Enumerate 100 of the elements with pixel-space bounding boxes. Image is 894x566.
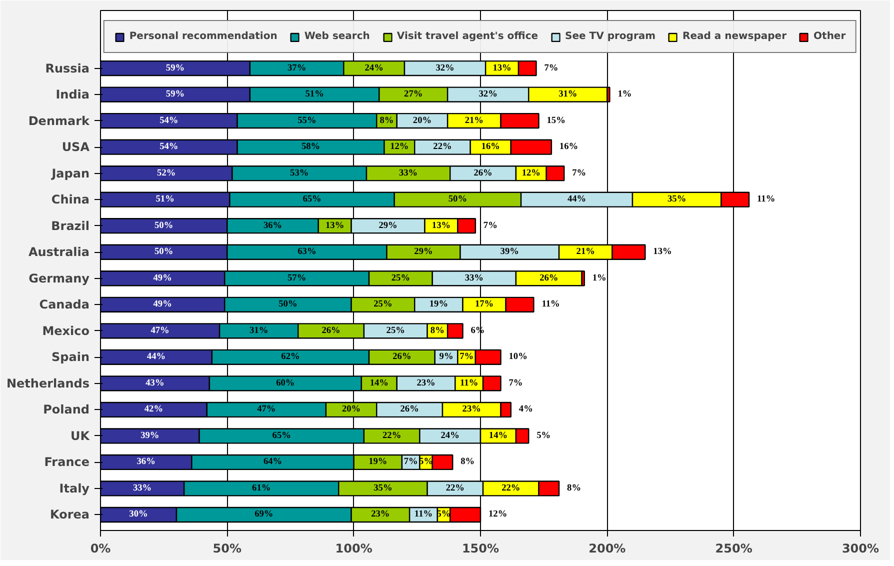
data-label: 36% [136, 457, 156, 468]
x-tick-label: 0% [90, 542, 111, 556]
y-tick-label: UK [70, 428, 90, 443]
data-label: 44% [146, 352, 166, 362]
y-tick-label: India [56, 88, 90, 102]
data-label: 14% [488, 430, 508, 441]
data-label: 50% [448, 194, 468, 205]
data-label: 1% [618, 90, 632, 100]
data-label: 49% [153, 273, 172, 284]
data-label: 29% [378, 220, 398, 231]
data-label: 32% [478, 90, 498, 100]
y-tick-label: China [51, 192, 90, 207]
legend-label: Visit travel agent's office [396, 31, 538, 42]
legend-label: Personal recommendation [129, 31, 278, 42]
data-label: 35% [374, 483, 392, 494]
data-label: 65% [272, 430, 291, 441]
data-label: 58% [301, 142, 320, 152]
data-label: 55% [298, 116, 316, 126]
data-label: 33% [132, 483, 152, 494]
data-label: 39% [140, 430, 160, 441]
data-label: 36% [263, 220, 282, 231]
data-label: 22% [502, 483, 520, 494]
data-label: 20% [412, 116, 432, 126]
data-label: 35% [668, 194, 686, 205]
legend-label: Web search [304, 31, 370, 42]
y-tick-label: Mexico [42, 324, 90, 338]
y-tick-label: Netherlands [6, 376, 90, 390]
data-label: 7% [544, 63, 558, 74]
data-label: 50% [278, 300, 298, 310]
legend-label: Read a newspaper [682, 31, 787, 42]
data-label: 23% [416, 378, 436, 388]
data-label: 33% [398, 168, 418, 178]
data-label: 13% [326, 220, 344, 231]
data-label: 11% [542, 300, 560, 310]
y-tick-label: Russia [45, 61, 90, 76]
data-label: 25% [391, 273, 410, 284]
data-label: 44% [567, 194, 586, 205]
data-label: 8% [380, 116, 394, 126]
data-label: 21% [576, 247, 595, 258]
data-label: 54% [160, 116, 178, 126]
data-label: 13% [653, 247, 672, 258]
data-label: 25% [374, 300, 392, 310]
data-label: 27% [404, 90, 423, 100]
data-label: 17% [474, 300, 494, 310]
data-label: 54% [160, 142, 178, 152]
data-label: 47% [150, 326, 170, 336]
data-label: 51% [305, 90, 324, 100]
y-tick-label: Spain [52, 350, 90, 364]
data-label: 52% [157, 168, 176, 178]
y-tick-label: France [44, 455, 90, 470]
data-label: 13% [492, 63, 512, 74]
data-label: 61% [252, 483, 271, 494]
data-label: 69% [254, 510, 274, 520]
data-label: 8% [567, 483, 582, 494]
data-label: 12% [522, 168, 540, 178]
data-label: 63% [298, 247, 316, 258]
data-label: 5% [536, 430, 551, 441]
data-label: 37% [288, 63, 306, 74]
data-label: 59% [166, 63, 185, 74]
data-label: 23% [462, 404, 481, 415]
data-label: 26% [400, 404, 419, 415]
data-label: 25% [386, 326, 405, 336]
y-tick-label: Australia [28, 245, 90, 260]
data-label: 26% [540, 273, 558, 284]
data-label: 9% [439, 352, 454, 362]
data-label: 16% [559, 142, 578, 152]
legend-label: See TV program [565, 31, 656, 42]
y-tick-label: Italy [59, 481, 90, 496]
data-label: 22% [433, 142, 452, 152]
data-label: 22% [446, 483, 464, 494]
y-tick-label: Canada [39, 298, 90, 312]
x-tick-label: 100% [335, 542, 372, 556]
data-label: 47% [257, 404, 276, 415]
data-label: 19% [429, 300, 448, 310]
data-label: 21% [464, 116, 484, 126]
data-label: 53% [290, 168, 309, 178]
y-tick-label: Germany [28, 271, 90, 286]
data-label: 24% [440, 430, 460, 441]
data-label: 11% [460, 378, 478, 388]
data-label: 8% [430, 326, 444, 336]
data-label: 7% [460, 352, 474, 362]
data-label: 60% [276, 378, 295, 388]
data-label: 31% [250, 326, 268, 336]
y-tick-label: USA [62, 140, 90, 154]
data-label: 59% [166, 90, 185, 100]
data-label: 62% [281, 352, 300, 362]
x-tick-label: 300% [842, 542, 880, 556]
x-tick-label: 150% [462, 542, 500, 556]
data-label: 51% [156, 194, 174, 205]
data-label: 20% [342, 404, 361, 415]
data-label: 49% [153, 300, 172, 310]
data-label: 8% [460, 457, 475, 468]
data-label: 33% [464, 273, 484, 284]
data-label: 15% [546, 116, 566, 126]
y-tick-label: Japan [50, 166, 90, 180]
data-label: 11% [414, 510, 433, 520]
data-label: 4% [518, 404, 533, 415]
data-label: 42% [144, 404, 164, 415]
y-tick-label: Poland [43, 402, 90, 417]
data-label: 12% [488, 510, 508, 520]
